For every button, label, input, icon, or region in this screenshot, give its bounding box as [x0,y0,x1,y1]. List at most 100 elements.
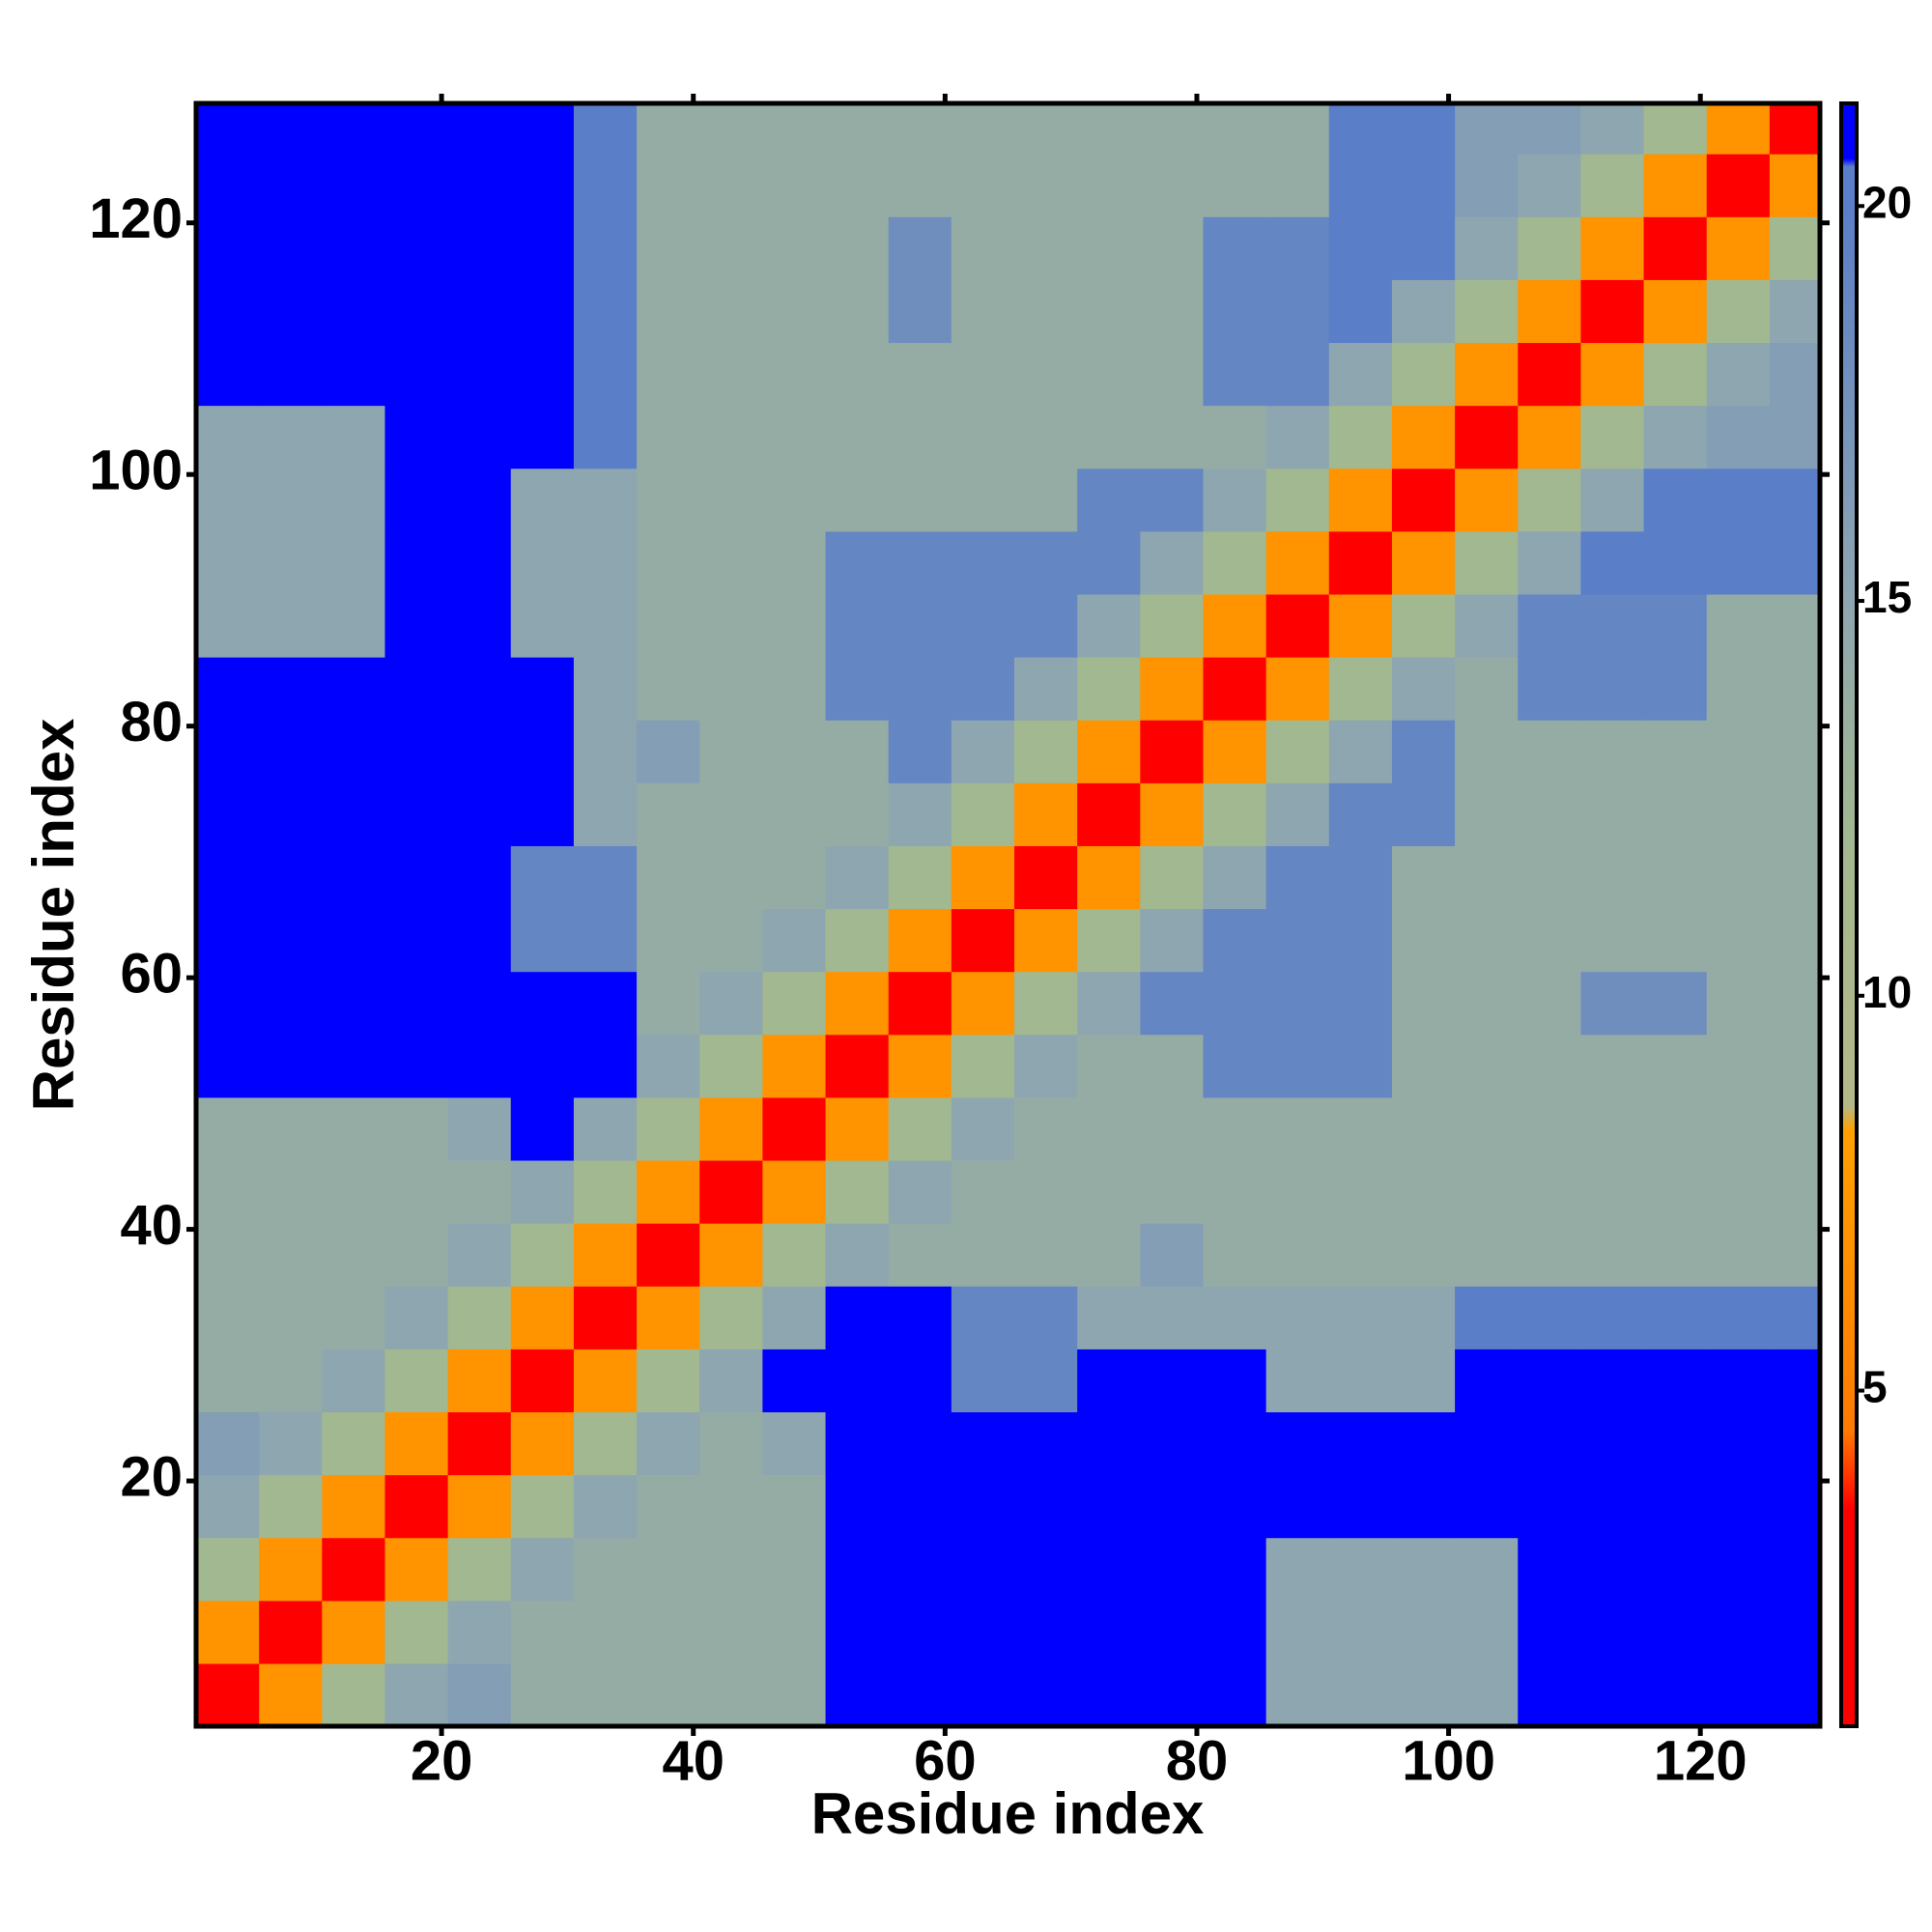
heatmap-cell [1014,405,1078,469]
heatmap-cell [1328,593,1393,658]
heatmap-cell [888,593,952,658]
heatmap-cell [1077,1349,1141,1413]
heatmap-cell [951,908,1015,973]
heatmap-cell [1580,103,1645,155]
heatmap-cell [637,1286,700,1350]
heatmap-cell [1455,1600,1519,1664]
heatmap-cell [1769,657,1821,721]
heatmap-cell [447,342,512,407]
heatmap-cell [384,468,449,532]
heatmap-cell [196,530,260,595]
heatmap-cell [1455,1286,1519,1350]
heatmap-cell [699,103,763,155]
heatmap-cell [1328,1662,1393,1727]
heatmap-cell [1518,468,1582,532]
heatmap-cell [1265,593,1330,658]
heatmap-cell [384,1223,449,1287]
heatmap-cell [1580,1600,1645,1664]
x-axis-title: Residue index [811,1781,1205,1846]
heatmap-cell [1643,103,1708,155]
heatmap-cell [1643,782,1708,846]
heatmap-cell [1328,1537,1393,1602]
heatmap-cell [384,1286,449,1350]
heatmap-cell [1203,1096,1267,1161]
heatmap-cell [825,720,890,783]
heatmap-cell [1014,1600,1078,1664]
heatmap-cell [573,1286,638,1350]
heatmap-cell [1391,1600,1456,1664]
colorbar-tick-label: 20 [1862,177,1912,227]
heatmap-cell [1203,342,1267,407]
heatmap-cell [447,657,512,721]
colorbar [1839,101,1859,1728]
heatmap-cell [699,342,763,407]
heatmap-cell [1328,1411,1393,1476]
heatmap-cell [699,279,763,344]
heatmap-cell [196,1474,260,1539]
heatmap-cell [951,657,1015,721]
heatmap-cell [447,468,512,532]
heatmap-cell [1769,971,1821,1036]
heatmap-cell [1328,1474,1393,1539]
heatmap-cell [510,1286,575,1350]
heatmap-cell [888,1411,952,1476]
heatmap-cell [1643,216,1708,280]
heatmap-cell [888,908,952,973]
heatmap-cell [1203,1349,1267,1413]
heatmap-cell [322,216,386,280]
heatmap-cell [1455,1349,1519,1413]
heatmap-cell [1455,1411,1519,1476]
heatmap-cell [1203,657,1267,721]
heatmap-cell [196,782,260,846]
heatmap-cell [825,1034,890,1098]
heatmap-cell [1328,1034,1393,1098]
heatmap-cell [1769,908,1821,973]
heatmap-cell [1203,405,1267,469]
heatmap-cell [322,1474,386,1539]
heatmap-cell [1265,657,1330,721]
heatmap-cell [1580,154,1645,217]
heatmap-cell [1391,1662,1456,1727]
heatmap-cell [1706,1159,1771,1224]
heatmap-cell [1265,1662,1330,1727]
heatmap-cell [951,468,1015,532]
heatmap-cell [1014,279,1078,344]
heatmap-cell [1518,342,1582,407]
heatmap-cell [1265,1096,1330,1161]
heatmap-cell [322,1411,386,1476]
heatmap-cell [637,1537,700,1602]
heatmap-cell [1391,216,1456,280]
heatmap-cell [447,782,512,846]
heatmap-cell [1706,657,1771,721]
heatmap-cell [1077,1537,1141,1602]
y-tick-label: 60 [120,942,183,1005]
heatmap-cell [1769,1096,1821,1161]
heatmap-cell [637,342,700,407]
heatmap-cell [1391,1034,1456,1098]
heatmap-cell [510,593,575,658]
heatmap-cell [1328,1600,1393,1664]
heatmap-cell [637,657,700,721]
heatmap-cell [259,782,323,846]
heatmap-cell [762,1537,827,1602]
heatmap-cell [762,468,827,532]
heatmap-cell [510,342,575,407]
heatmap-cell [1455,908,1519,973]
heatmap-cell [888,103,952,155]
heatmap-cell [447,154,512,217]
heatmap-cell [888,1096,952,1161]
heatmap-cell [1391,1349,1456,1413]
heatmap-cell [1643,1600,1708,1664]
heatmap-cell [510,1537,575,1602]
heatmap-cell [1014,1474,1078,1539]
heatmap-cell [1706,405,1771,469]
heatmap-cell [573,1159,638,1224]
heatmap-cell [699,216,763,280]
heatmap-cell [1643,845,1708,910]
y-tick-label: 20 [120,1445,183,1508]
heatmap-cell [699,1411,763,1476]
heatmap-cell [951,530,1015,595]
heatmap-cell [322,1096,386,1161]
heatmap-cell [1769,720,1821,783]
heatmap-cell [1769,468,1821,532]
